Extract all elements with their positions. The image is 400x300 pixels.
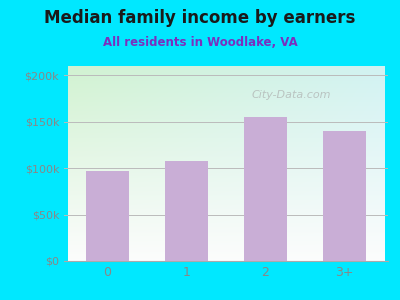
Bar (323, 131, 366, 261)
Bar (244, 117, 287, 261)
Text: All residents in Woodlake, VA: All residents in Woodlake, VA (103, 36, 297, 49)
Bar (165, 161, 208, 261)
Text: Median family income by earners: Median family income by earners (44, 9, 356, 27)
Bar (86, 171, 129, 261)
Text: City-Data.com: City-Data.com (251, 90, 330, 100)
